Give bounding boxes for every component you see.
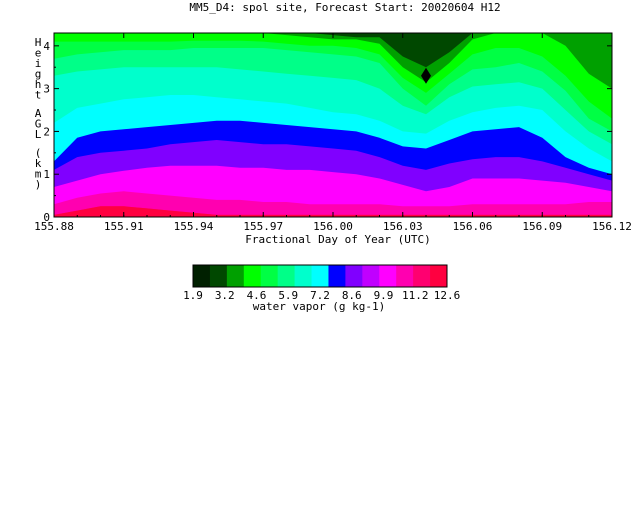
- x-tick-label: 155.88: [34, 220, 74, 233]
- colorbar-swatch: [209, 265, 228, 287]
- colorbar-swatch: [277, 265, 296, 287]
- y-tick-label: 3: [43, 83, 50, 96]
- y-tick-label: 1: [43, 168, 50, 181]
- y-axis-ticks: 0 1 2 3 4: [43, 40, 612, 224]
- colorbar-tick-label: 3.2: [215, 289, 235, 302]
- colorbar-tick-label: 8.6: [342, 289, 362, 302]
- colorbar-swatch: [345, 265, 363, 287]
- y-tick-label: 0: [43, 211, 50, 224]
- x-tick-label: 156.00: [313, 220, 353, 233]
- colorbar-ticks: 1.9 3.2 4.6 5.9 7.2 8.6 9.9 11.2 12.6: [183, 289, 460, 302]
- colorbar-tick-label: 1.9: [183, 289, 203, 302]
- colorbar-tick-label: 12.6: [434, 289, 461, 302]
- x-tick-label: 156.09: [522, 220, 562, 233]
- colorbar-label: water vapor (g kg-1): [253, 300, 385, 313]
- x-tick-label: 156.06: [453, 220, 493, 233]
- colorbar-tick-label: 11.2: [402, 289, 429, 302]
- colorbar-tick-label: 5.9: [278, 289, 298, 302]
- colorbar: [192, 264, 448, 288]
- colorbar-swatch: [362, 265, 380, 287]
- x-tick-label: 156.03: [383, 220, 423, 233]
- chart-title: MM5_D4: spol site, Forecast Start: 20020…: [189, 1, 500, 14]
- colorbar-swatch: [226, 265, 245, 287]
- colorbar-tick-label: 7.2: [310, 289, 330, 302]
- x-tick-label: 155.94: [174, 220, 214, 233]
- colorbar-frame: [192, 264, 448, 288]
- x-tick-label: 155.91: [104, 220, 144, 233]
- colorbar-swatch: [294, 265, 313, 287]
- x-axis-ticks: 155.88 155.91 155.94 155.97 156.00 156.03 156.…: [34, 33, 632, 233]
- colorbar-swatch: [430, 265, 448, 287]
- diamond-marker: [421, 67, 431, 84]
- x-tick-label: 155.97: [243, 220, 283, 233]
- x-tick-label: 156.12: [592, 220, 632, 233]
- colorbar-swatch: [379, 265, 397, 287]
- colorbar-swatch: [413, 265, 431, 287]
- colorbar-swatch: [260, 265, 279, 287]
- y-tick-label: 4: [43, 40, 50, 53]
- y-tick-label: 2: [43, 125, 50, 138]
- marker-layer: [421, 67, 431, 84]
- colorbar-swatch: [311, 265, 329, 287]
- x-axis-label: Fractional Day of Year (UTC): [245, 233, 430, 246]
- colorbar-tick-label: 9.9: [374, 289, 394, 302]
- colorbar-swatch: [193, 265, 211, 287]
- plot-area: [54, 33, 612, 218]
- colorbar-swatch: [396, 265, 414, 287]
- band-1: [54, 191, 612, 217]
- colorbar-swatch: [243, 265, 262, 287]
- colorbar-tick-label: 4.6: [247, 289, 267, 302]
- colorbar-swatch: [328, 265, 346, 287]
